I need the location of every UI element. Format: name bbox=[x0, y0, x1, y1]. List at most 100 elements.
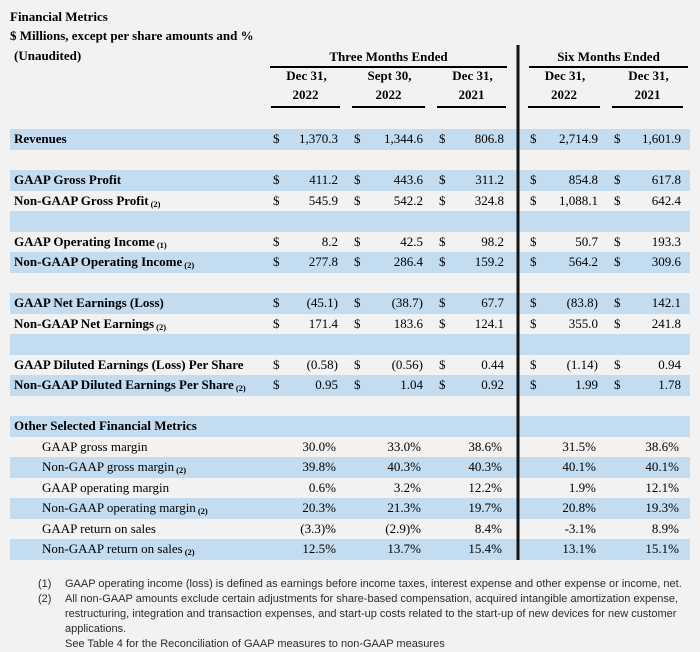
money-cell: $1,370.3 bbox=[266, 129, 347, 150]
cell-value: 411.2 bbox=[309, 172, 338, 188]
dollar-sign: $ bbox=[530, 192, 537, 208]
dollar-sign: $ bbox=[439, 295, 446, 311]
date-header-h-dec21: Dec 31, bbox=[628, 67, 669, 83]
cell-value: 12.5% bbox=[302, 541, 336, 557]
dollar-sign: $ bbox=[273, 295, 280, 311]
cell-value: 0.95 bbox=[315, 377, 338, 393]
vertical-divider bbox=[513, 252, 523, 273]
money-cell: $ (45.1) bbox=[266, 293, 347, 314]
percent-cell: 33.0% bbox=[347, 437, 432, 458]
money-cell: $171.4 bbox=[266, 314, 347, 335]
empty-cell bbox=[607, 334, 690, 355]
cell-value: 1,088.1 bbox=[559, 192, 598, 208]
row-label: GAAP Operating Income (1) bbox=[14, 233, 167, 250]
money-cell: $542.2 bbox=[347, 191, 432, 212]
money-cell: $ (38.7) bbox=[347, 293, 432, 314]
money-cell: $142.1 bbox=[607, 293, 690, 314]
cell-value: 30.0% bbox=[302, 438, 336, 454]
percent-cell: 31.5% bbox=[523, 437, 607, 458]
percent-cell: 3.2% bbox=[347, 478, 432, 499]
money-cell: $ (1.14) bbox=[523, 355, 607, 376]
money-cell: $1,601.9 bbox=[607, 129, 690, 150]
empty-cell bbox=[607, 150, 690, 171]
footnote-ref: (2) bbox=[156, 321, 167, 332]
page-subtitle: $ Millions, except per share amounts and… bbox=[10, 28, 254, 43]
money-cell: $1,344.6 bbox=[347, 129, 432, 150]
date-header-q-dec22: Dec 31, bbox=[286, 67, 327, 83]
cell-value: 19.7% bbox=[468, 500, 502, 516]
money-cell: $443.6 bbox=[347, 170, 432, 191]
cell-value: 3.2% bbox=[393, 479, 421, 495]
dollar-sign: $ bbox=[273, 377, 280, 393]
cell-value: (2.9)% bbox=[385, 520, 421, 536]
table-body: Revenues $1,370.3 $1,344.6 $806.8 $2,714.9 $1… bbox=[10, 129, 690, 560]
empty-cell bbox=[266, 416, 347, 437]
footnote-ref: (2) bbox=[197, 506, 208, 517]
percent-cell: 12.2% bbox=[432, 478, 513, 499]
row-label: Non-GAAP operating margin (2) bbox=[10, 498, 266, 519]
dollar-sign: $ bbox=[273, 172, 280, 188]
date-header-q-dec21: Dec 31, bbox=[452, 67, 493, 83]
spacer-row bbox=[10, 272, 690, 293]
cell-value: (0.56) bbox=[391, 356, 423, 372]
cell-value: 50.7 bbox=[575, 233, 598, 249]
empty-cell bbox=[266, 396, 347, 417]
vertical-divider bbox=[513, 477, 523, 498]
empty-cell bbox=[432, 416, 513, 437]
table-row: Non-GAAP Gross Profit (2) $545.9 $542.2 $324… bbox=[10, 190, 690, 212]
col-group-three-months: Three Months Ended bbox=[270, 44, 507, 68]
empty-cell bbox=[347, 416, 432, 437]
cell-value: 2,714.9 bbox=[559, 131, 598, 147]
cell-value: 854.8 bbox=[568, 172, 598, 188]
money-cell: $2,714.9 bbox=[523, 129, 607, 150]
row-label: GAAP operating margin bbox=[42, 479, 170, 495]
spacer-row bbox=[10, 211, 690, 232]
dollar-sign: $ bbox=[614, 131, 621, 147]
cell-value: 0.6% bbox=[308, 479, 336, 495]
percent-cell: 21.3% bbox=[347, 498, 432, 519]
date-header-h-dec22: Dec 31, bbox=[544, 67, 586, 83]
spacer-cell bbox=[266, 107, 347, 129]
dollar-sign: $ bbox=[354, 254, 361, 270]
percent-cell: 8.9% bbox=[607, 519, 690, 540]
dollar-sign: $ bbox=[614, 254, 621, 270]
table-row: Non-GAAP return on sales (2) 12.5% 13.7% 15.… bbox=[10, 539, 690, 560]
vertical-divider bbox=[513, 436, 523, 457]
empty-cell bbox=[347, 150, 432, 171]
cell-value: 40.3% bbox=[387, 459, 421, 475]
row-label bbox=[10, 396, 266, 417]
cell-value: 443.6 bbox=[393, 172, 423, 188]
money-cell: $8.2 bbox=[266, 232, 347, 253]
year-header-q-2022: 2022 bbox=[271, 84, 340, 108]
dollar-sign: $ bbox=[614, 295, 621, 311]
dollar-sign: $ bbox=[439, 377, 446, 393]
cell-value: 545.9 bbox=[308, 192, 338, 208]
cell-value: 1.04 bbox=[400, 377, 423, 393]
percent-cell: 15.4% bbox=[432, 539, 513, 560]
vertical-divider bbox=[513, 66, 523, 85]
money-cell: $324.8 bbox=[432, 191, 513, 212]
percent-cell: 30.0% bbox=[266, 437, 347, 458]
spacer-cell bbox=[432, 107, 513, 129]
spacer-row bbox=[10, 149, 690, 171]
footnote-ref: (2) bbox=[184, 547, 195, 558]
cell-value: 42.5 bbox=[400, 233, 423, 249]
row-label: GAAP Net Earnings (Loss) bbox=[10, 293, 266, 314]
cell-value: (3.3)% bbox=[300, 520, 336, 536]
vertical-divider bbox=[513, 170, 523, 191]
row-label: Non-GAAP Net Earnings (2) bbox=[14, 315, 167, 332]
cell-value: 542.2 bbox=[393, 192, 423, 208]
financial-metrics-table: (Unaudited) Three Months Ended Six Month… bbox=[10, 45, 690, 560]
cell-value: 13.1% bbox=[562, 541, 596, 557]
dollar-sign: $ bbox=[614, 315, 621, 331]
cell-value: 241.8 bbox=[651, 315, 681, 331]
dollar-sign: $ bbox=[614, 233, 621, 249]
empty-cell bbox=[347, 211, 432, 232]
money-cell: $564.2 bbox=[523, 252, 607, 273]
money-cell: $0.44 bbox=[432, 355, 513, 376]
footnote-marker: (1) bbox=[38, 577, 52, 590]
vertical-divider bbox=[513, 375, 523, 396]
cell-value: 15.4% bbox=[468, 541, 502, 557]
money-cell: $0.92 bbox=[432, 375, 513, 396]
cell-value: 67.7 bbox=[481, 295, 504, 311]
